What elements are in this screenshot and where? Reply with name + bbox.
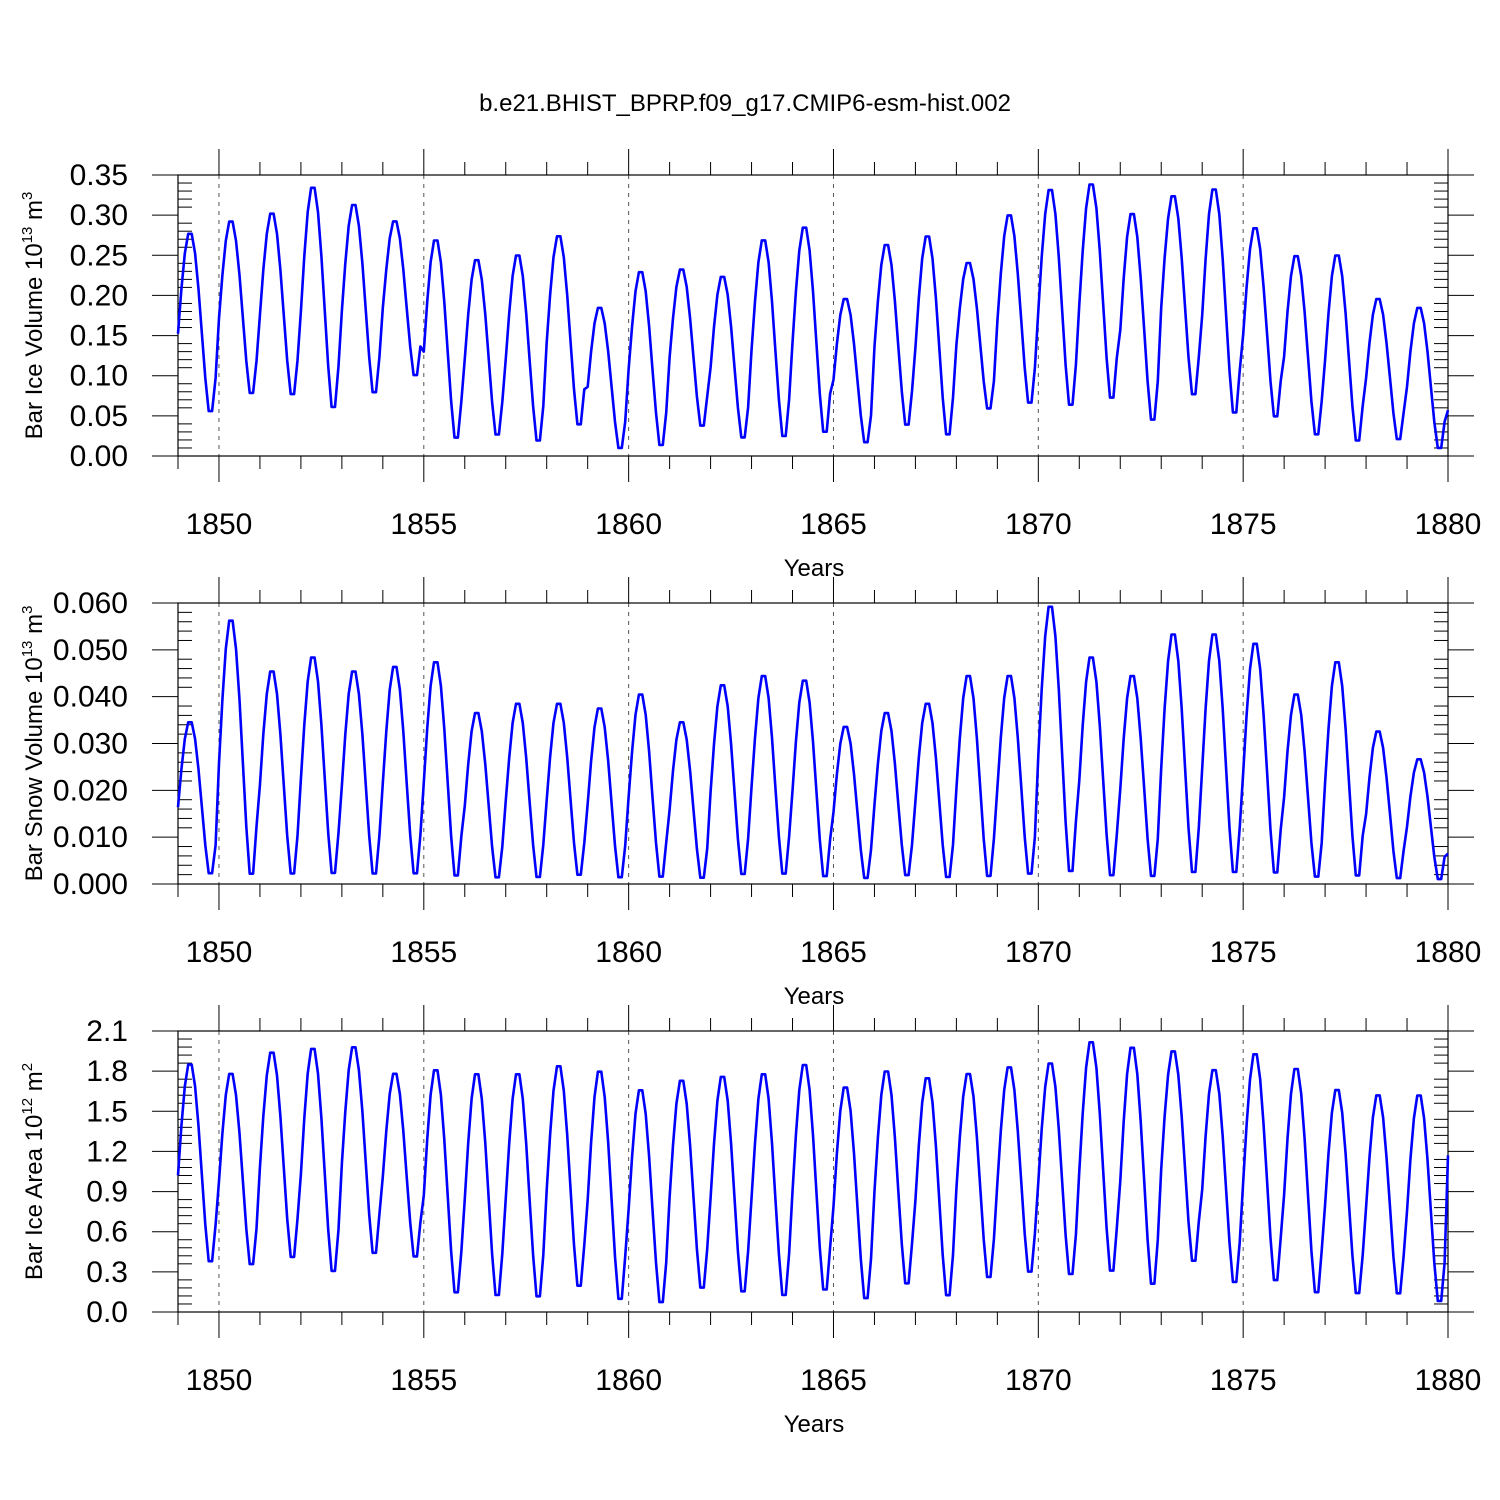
y-axis-label-unit-exp: 3	[19, 192, 36, 200]
ytick-label: 0.25	[70, 239, 128, 272]
y-axis-label-unit-exp: 2	[19, 1063, 36, 1071]
xtick-label: 1860	[595, 936, 662, 969]
xtick-label: 1850	[186, 1364, 253, 1397]
y-axis-label-exp: 12	[19, 1098, 36, 1115]
y-axis-label-unit-exp: 3	[19, 606, 36, 614]
ytick-label: 0.15	[70, 320, 128, 353]
ytick-label: 0.05	[70, 400, 128, 433]
ytick-label: 0.050	[53, 634, 128, 667]
xtick-label: 1865	[800, 508, 867, 541]
y-axis-label: Bar Snow Volume 1013 m3	[19, 606, 48, 882]
xtick-label: 1860	[595, 1364, 662, 1397]
ytick-label: 2.1	[86, 1015, 128, 1048]
ytick-label: 0.6	[86, 1216, 128, 1249]
series-line	[176, 1041, 1450, 1304]
ytick-label: 0.0	[86, 1296, 128, 1329]
x-axis-label: Years	[784, 1411, 845, 1438]
ytick-label: 1.8	[86, 1055, 128, 1088]
y-axis-label-exp: 13	[19, 227, 36, 244]
ytick-label: 0.00	[70, 440, 128, 473]
ytick-label: 0.000	[53, 868, 128, 901]
series-line	[176, 605, 1449, 881]
ytick-label: 0.10	[70, 360, 128, 393]
plot-frame	[177, 174, 1449, 457]
y-axis-label-text: Bar Ice Volume 10	[21, 243, 48, 439]
y-axis-label-exp: 13	[19, 641, 36, 658]
xtick-label: 1860	[595, 508, 662, 541]
y-axis-label-text: Bar Ice Area 10	[21, 1115, 48, 1280]
xtick-label: 1875	[1210, 936, 1277, 969]
xtick-label: 1865	[800, 936, 867, 969]
xtick-label: 1875	[1210, 508, 1277, 541]
xtick-label: 1870	[1005, 936, 1072, 969]
xtick-label: 1865	[800, 1364, 867, 1397]
xtick-label: 1855	[390, 1364, 457, 1397]
plot-frame	[177, 602, 1449, 885]
ytick-label: 0.010	[53, 821, 128, 854]
ytick-label: 0.9	[86, 1176, 128, 1209]
panel-ice-area: 0.0 0.3 0.6 0.9 1.2 1.5 1.8 2.1 1850 1855 1860 1865…	[19, 1005, 1481, 1438]
xtick-label: 1870	[1005, 508, 1072, 541]
y-axis-label-unit: m	[21, 1071, 48, 1098]
ytick-label: 0.060	[53, 587, 128, 620]
xtick-label: 1855	[390, 508, 457, 541]
chart-title: b.e21.BHIST_BPRP.f09_g17.CMIP6-esm-hist.…	[479, 90, 1011, 117]
ytick-label: 1.2	[86, 1135, 128, 1168]
xtick-label: 1880	[1415, 1364, 1482, 1397]
ytick-label: 0.040	[53, 681, 128, 714]
ytick-label: 0.20	[70, 279, 128, 312]
x-axis-label: Years	[784, 555, 845, 582]
ytick-label: 0.35	[70, 159, 128, 192]
ytick-label: 0.030	[53, 728, 128, 761]
xtick-label: 1875	[1210, 1364, 1277, 1397]
xtick-label: 1880	[1415, 508, 1482, 541]
y-axis-label: Bar Ice Area 1012 m2	[19, 1063, 48, 1280]
xtick-label: 1855	[390, 936, 457, 969]
y-axis-label-unit: m	[21, 614, 48, 641]
xtick-label: 1880	[1415, 936, 1482, 969]
panel-snow-volume: 0.000 0.010 0.020 0.030 0.040 0.050 0.060 1850 1…	[19, 577, 1481, 1010]
xtick-label: 1850	[186, 508, 253, 541]
y-axis-label-text: Bar Snow Volume 10	[21, 657, 48, 881]
ytick-label: 0.30	[70, 199, 128, 232]
ytick-label: 0.020	[53, 774, 128, 807]
xtick-label: 1850	[186, 936, 253, 969]
y-axis-label-unit: m	[21, 200, 48, 227]
series-line	[176, 183, 1450, 450]
xtick-label: 1870	[1005, 1364, 1072, 1397]
y-axis-label: Bar Ice Volume 1013 m3	[19, 192, 48, 440]
ytick-label: 0.3	[86, 1256, 128, 1289]
ytick-label: 1.5	[86, 1095, 128, 1128]
x-axis-label: Years	[784, 983, 845, 1010]
panel-ice-volume: 0.00 0.05 0.10 0.15 0.20 0.25 0.30 0.35 1850 1855…	[19, 149, 1481, 582]
